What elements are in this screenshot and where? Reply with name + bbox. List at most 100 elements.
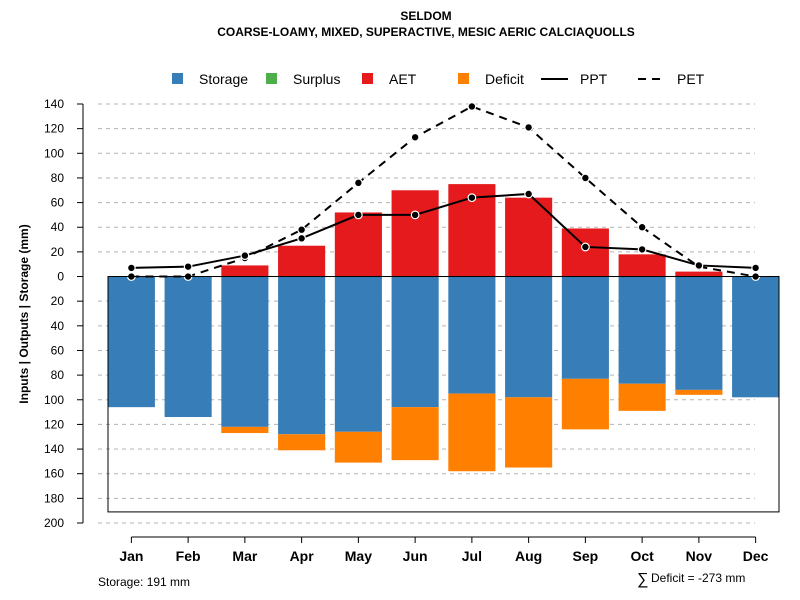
- ppt-point: [126, 263, 136, 273]
- ppt-point: [183, 262, 193, 272]
- aet-bar: [675, 271, 723, 277]
- y-tick-label: 140: [44, 97, 64, 111]
- storage-bar: [107, 276, 155, 408]
- ppt-point: [297, 233, 307, 243]
- series-lines: [126, 102, 761, 281]
- legend-swatch-deficit: [458, 73, 469, 84]
- ppt-point: [580, 242, 590, 252]
- ppt-point: [240, 251, 250, 260]
- legend-label-pet: PET: [677, 71, 705, 87]
- x-tick-label: Jul: [462, 548, 482, 564]
- aet-bar: [334, 212, 382, 277]
- deficit-bar: [278, 434, 326, 451]
- x-tick-label: Apr: [290, 548, 315, 564]
- deficit-bar: [334, 431, 382, 463]
- deficit-footnote: Deficit = -273 mm: [651, 571, 745, 585]
- x-tick-label: Oct: [630, 548, 654, 564]
- ppt-point: [410, 210, 420, 220]
- storage-bar: [561, 276, 609, 379]
- legend-label-storage: Storage: [199, 71, 248, 87]
- y-tick-label: 60: [51, 343, 65, 357]
- deficit-bar: [505, 397, 553, 468]
- chart-subtitle: COARSE-LOAMY, MIXED, SUPERACTIVE, MESIC …: [217, 25, 635, 39]
- storage-bar: [334, 276, 382, 432]
- sum-symbol: ∑: [637, 571, 648, 588]
- ppt-point: [467, 193, 477, 203]
- x-tick-label: Sep: [573, 548, 599, 564]
- x-tick-label: Dec: [743, 548, 769, 564]
- legend-label-surplus: Surplus: [293, 71, 340, 87]
- storage-bar: [221, 276, 269, 427]
- legend-swatch-aet: [362, 73, 373, 84]
- pet-point: [524, 123, 534, 132]
- pet-point: [297, 225, 307, 235]
- storage-bar: [391, 276, 439, 408]
- storage-bar: [164, 276, 212, 418]
- storage-bar: [732, 276, 780, 398]
- y-tick-label: 140: [44, 442, 64, 456]
- deficit-bar: [618, 383, 666, 411]
- deficit-bar: [221, 426, 269, 434]
- y-tick-label: 200: [44, 516, 64, 530]
- ppt-point: [751, 263, 761, 273]
- deficit-bar: [561, 378, 609, 430]
- y-tick-label: 40: [51, 319, 65, 333]
- x-tick-label: May: [345, 548, 372, 564]
- legend-label-aet: AET: [389, 71, 417, 87]
- y-tick-label: 40: [51, 220, 65, 234]
- pet-point: [580, 173, 590, 183]
- deficit-bar: [675, 389, 723, 395]
- y-axis-label: Inputs | Outputs | Storage (mm): [17, 224, 31, 403]
- aet-bar: [278, 245, 326, 277]
- aet-bar: [561, 228, 609, 277]
- pet-point: [353, 178, 363, 188]
- y-tick-label: 180: [44, 491, 64, 505]
- storage-footnote: Storage: 191 mm: [98, 575, 190, 589]
- aet-bar: [391, 190, 439, 277]
- y-tick-label: 120: [44, 122, 64, 136]
- aet-bar: [505, 197, 553, 277]
- bars: [107, 184, 780, 472]
- x-tick-label: Feb: [176, 548, 201, 564]
- pet-point: [467, 102, 477, 111]
- legend-swatch-surplus: [266, 73, 277, 84]
- pet-line: [131, 105, 756, 278]
- ppt-point: [524, 189, 534, 199]
- y-tick-label: 0: [57, 270, 64, 284]
- ppt-point: [637, 245, 647, 254]
- x-tick-label: Aug: [515, 548, 542, 564]
- x-tick-label: Jun: [403, 548, 428, 564]
- legend-swatch-storage: [172, 73, 183, 84]
- x-tick-label: Mar: [232, 548, 257, 564]
- y-tick-label: 100: [44, 393, 64, 407]
- axes: 1401201008060402002040608010012014016018…: [44, 97, 780, 564]
- legend-label-ppt: PPT: [580, 71, 608, 87]
- legend: Storage Surplus AET Deficit PPT PET: [172, 71, 705, 87]
- chart-title: SELDOM: [400, 9, 451, 23]
- legend-label-deficit: Deficit: [485, 71, 524, 87]
- storage-bar: [505, 276, 553, 398]
- ppt-point: [353, 210, 363, 220]
- ppt-line: [131, 192, 756, 269]
- aet-bar: [618, 254, 666, 277]
- storage-bar: [448, 276, 496, 394]
- y-tick-label: 80: [51, 171, 65, 185]
- y-tick-label: 160: [44, 467, 64, 481]
- storage-bar: [278, 276, 326, 435]
- ppt-point: [694, 261, 704, 270]
- y-tick-label: 20: [51, 245, 65, 259]
- deficit-bar: [391, 407, 439, 461]
- x-tick-label: Nov: [686, 548, 713, 564]
- x-tick-label: Jan: [119, 548, 143, 564]
- y-tick-label: 60: [51, 196, 65, 210]
- pet-point: [637, 222, 647, 232]
- pet-point: [410, 132, 420, 142]
- y-tick-label: 20: [51, 294, 65, 308]
- storage-bar: [618, 276, 666, 384]
- y-tick-label: 120: [44, 417, 64, 431]
- deficit-bar: [448, 393, 496, 472]
- y-tick-label: 80: [51, 368, 65, 382]
- y-tick-label: 100: [44, 146, 64, 160]
- storage-bar: [675, 276, 723, 390]
